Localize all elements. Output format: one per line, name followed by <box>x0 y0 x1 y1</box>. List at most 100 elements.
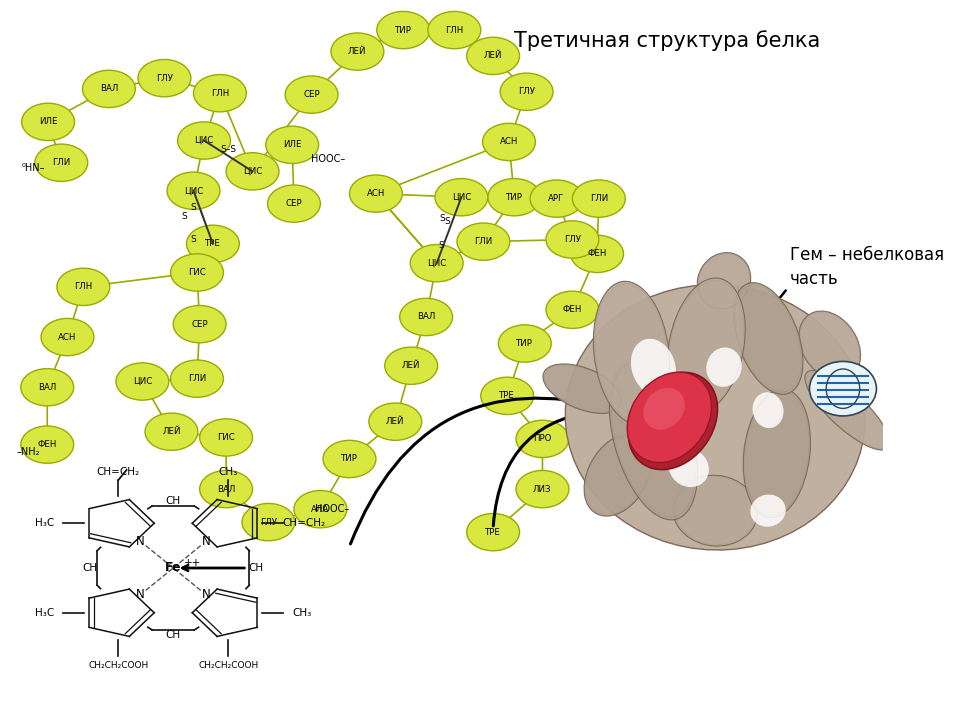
Text: АСН: АСН <box>367 189 385 198</box>
Text: CH: CH <box>166 495 180 505</box>
Ellipse shape <box>171 254 224 291</box>
Ellipse shape <box>323 441 376 477</box>
Text: H₃C: H₃C <box>35 608 54 618</box>
Text: ЦИС: ЦИС <box>184 186 204 195</box>
Text: АРГ: АРГ <box>548 194 564 203</box>
Text: ВАЛ: ВАЛ <box>417 312 435 321</box>
Text: ЦИС: ЦИС <box>243 167 262 176</box>
Ellipse shape <box>572 180 625 217</box>
Text: CH: CH <box>83 563 98 573</box>
Text: CH₂CH₂COOH: CH₂CH₂COOH <box>88 660 149 670</box>
Ellipse shape <box>697 253 751 310</box>
Text: ЛЕЙ: ЛЕЙ <box>162 427 180 436</box>
Ellipse shape <box>457 223 510 261</box>
Text: НООС–: НООС– <box>311 154 345 164</box>
Ellipse shape <box>593 282 669 424</box>
Ellipse shape <box>194 75 247 112</box>
Ellipse shape <box>410 245 463 282</box>
Text: СЕР: СЕР <box>191 320 208 328</box>
Text: CH=CH₂: CH=CH₂ <box>283 518 325 528</box>
Text: ГЛУ: ГЛУ <box>564 235 581 244</box>
Text: ЛЕЙ: ЛЕЙ <box>484 51 502 60</box>
Text: ВАЛ: ВАЛ <box>217 485 235 494</box>
Text: –NH₂: –NH₂ <box>16 447 40 456</box>
Ellipse shape <box>530 180 583 217</box>
Text: НООС–: НООС– <box>315 504 349 514</box>
Text: Гем – небелковая
часть: Гем – небелковая часть <box>790 246 945 287</box>
Text: ГЛИ: ГЛИ <box>474 237 492 246</box>
Ellipse shape <box>753 392 783 428</box>
Text: ЦИС: ЦИС <box>452 193 471 202</box>
Text: N: N <box>136 588 145 601</box>
Ellipse shape <box>22 103 75 140</box>
Ellipse shape <box>546 221 599 258</box>
Ellipse shape <box>500 73 553 110</box>
Text: ТРЕ: ТРЕ <box>499 392 516 400</box>
Ellipse shape <box>516 470 569 508</box>
Text: N: N <box>202 588 210 601</box>
Text: CH₂CH₂COOH: CH₂CH₂COOH <box>198 660 258 670</box>
Ellipse shape <box>570 235 624 272</box>
Text: СЕР: СЕР <box>286 199 302 208</box>
Text: ФЕН: ФЕН <box>563 305 582 315</box>
Text: ТИР: ТИР <box>395 26 412 35</box>
Ellipse shape <box>349 175 402 212</box>
Text: ГЛУ: ГЛУ <box>260 518 276 526</box>
Text: S: S <box>191 204 197 212</box>
Ellipse shape <box>481 377 534 415</box>
Ellipse shape <box>707 348 742 387</box>
Ellipse shape <box>628 372 717 469</box>
Text: ТИР: ТИР <box>516 339 533 348</box>
Text: CH₃: CH₃ <box>293 608 312 618</box>
Text: ГЛН: ГЛН <box>211 89 229 98</box>
Text: Fe: Fe <box>165 562 181 575</box>
Ellipse shape <box>627 372 711 462</box>
Ellipse shape <box>167 172 220 210</box>
Ellipse shape <box>565 285 865 550</box>
Text: H₃C: H₃C <box>35 518 54 528</box>
Ellipse shape <box>178 122 230 159</box>
Text: СЕР: СЕР <box>303 90 320 99</box>
Text: ПРО: ПРО <box>533 434 552 444</box>
Ellipse shape <box>227 153 279 190</box>
Ellipse shape <box>610 358 698 520</box>
Text: Третичная структура белка: Третичная структура белка <box>514 30 820 51</box>
Ellipse shape <box>57 268 109 305</box>
Text: ТРЕ: ТРЕ <box>204 239 221 248</box>
Ellipse shape <box>331 33 384 71</box>
Ellipse shape <box>631 338 676 395</box>
Text: ЦИС: ЦИС <box>195 136 214 145</box>
Ellipse shape <box>200 470 252 508</box>
Ellipse shape <box>467 37 519 75</box>
Ellipse shape <box>751 495 785 527</box>
Ellipse shape <box>543 364 623 413</box>
Circle shape <box>809 361 876 416</box>
Ellipse shape <box>667 278 745 413</box>
Text: CH: CH <box>166 631 180 641</box>
Text: ЛЕЙ: ЛЕЙ <box>402 361 420 370</box>
Text: АСН: АСН <box>500 138 518 146</box>
Text: ГЛИ: ГЛИ <box>52 158 70 167</box>
Ellipse shape <box>83 71 135 107</box>
Ellipse shape <box>668 448 708 487</box>
Ellipse shape <box>799 311 860 380</box>
Text: ГИС: ГИС <box>188 268 205 277</box>
Text: S: S <box>444 217 450 226</box>
Ellipse shape <box>428 12 481 49</box>
Ellipse shape <box>173 305 227 343</box>
Ellipse shape <box>467 513 519 551</box>
Ellipse shape <box>385 347 438 384</box>
Text: ВАЛ: ВАЛ <box>100 84 118 94</box>
Text: S: S <box>439 240 444 250</box>
Ellipse shape <box>145 413 198 451</box>
Ellipse shape <box>488 179 540 216</box>
Ellipse shape <box>35 144 87 181</box>
Text: ТИР: ТИР <box>341 454 358 464</box>
Ellipse shape <box>171 360 224 397</box>
Ellipse shape <box>498 325 551 362</box>
Text: ЦИС: ЦИС <box>132 377 152 386</box>
Text: ЛЕЙ: ЛЕЙ <box>386 417 404 426</box>
Ellipse shape <box>21 369 74 406</box>
Text: S–S: S–S <box>221 145 237 154</box>
Text: ЛЕЙ: ЛЕЙ <box>348 47 367 56</box>
